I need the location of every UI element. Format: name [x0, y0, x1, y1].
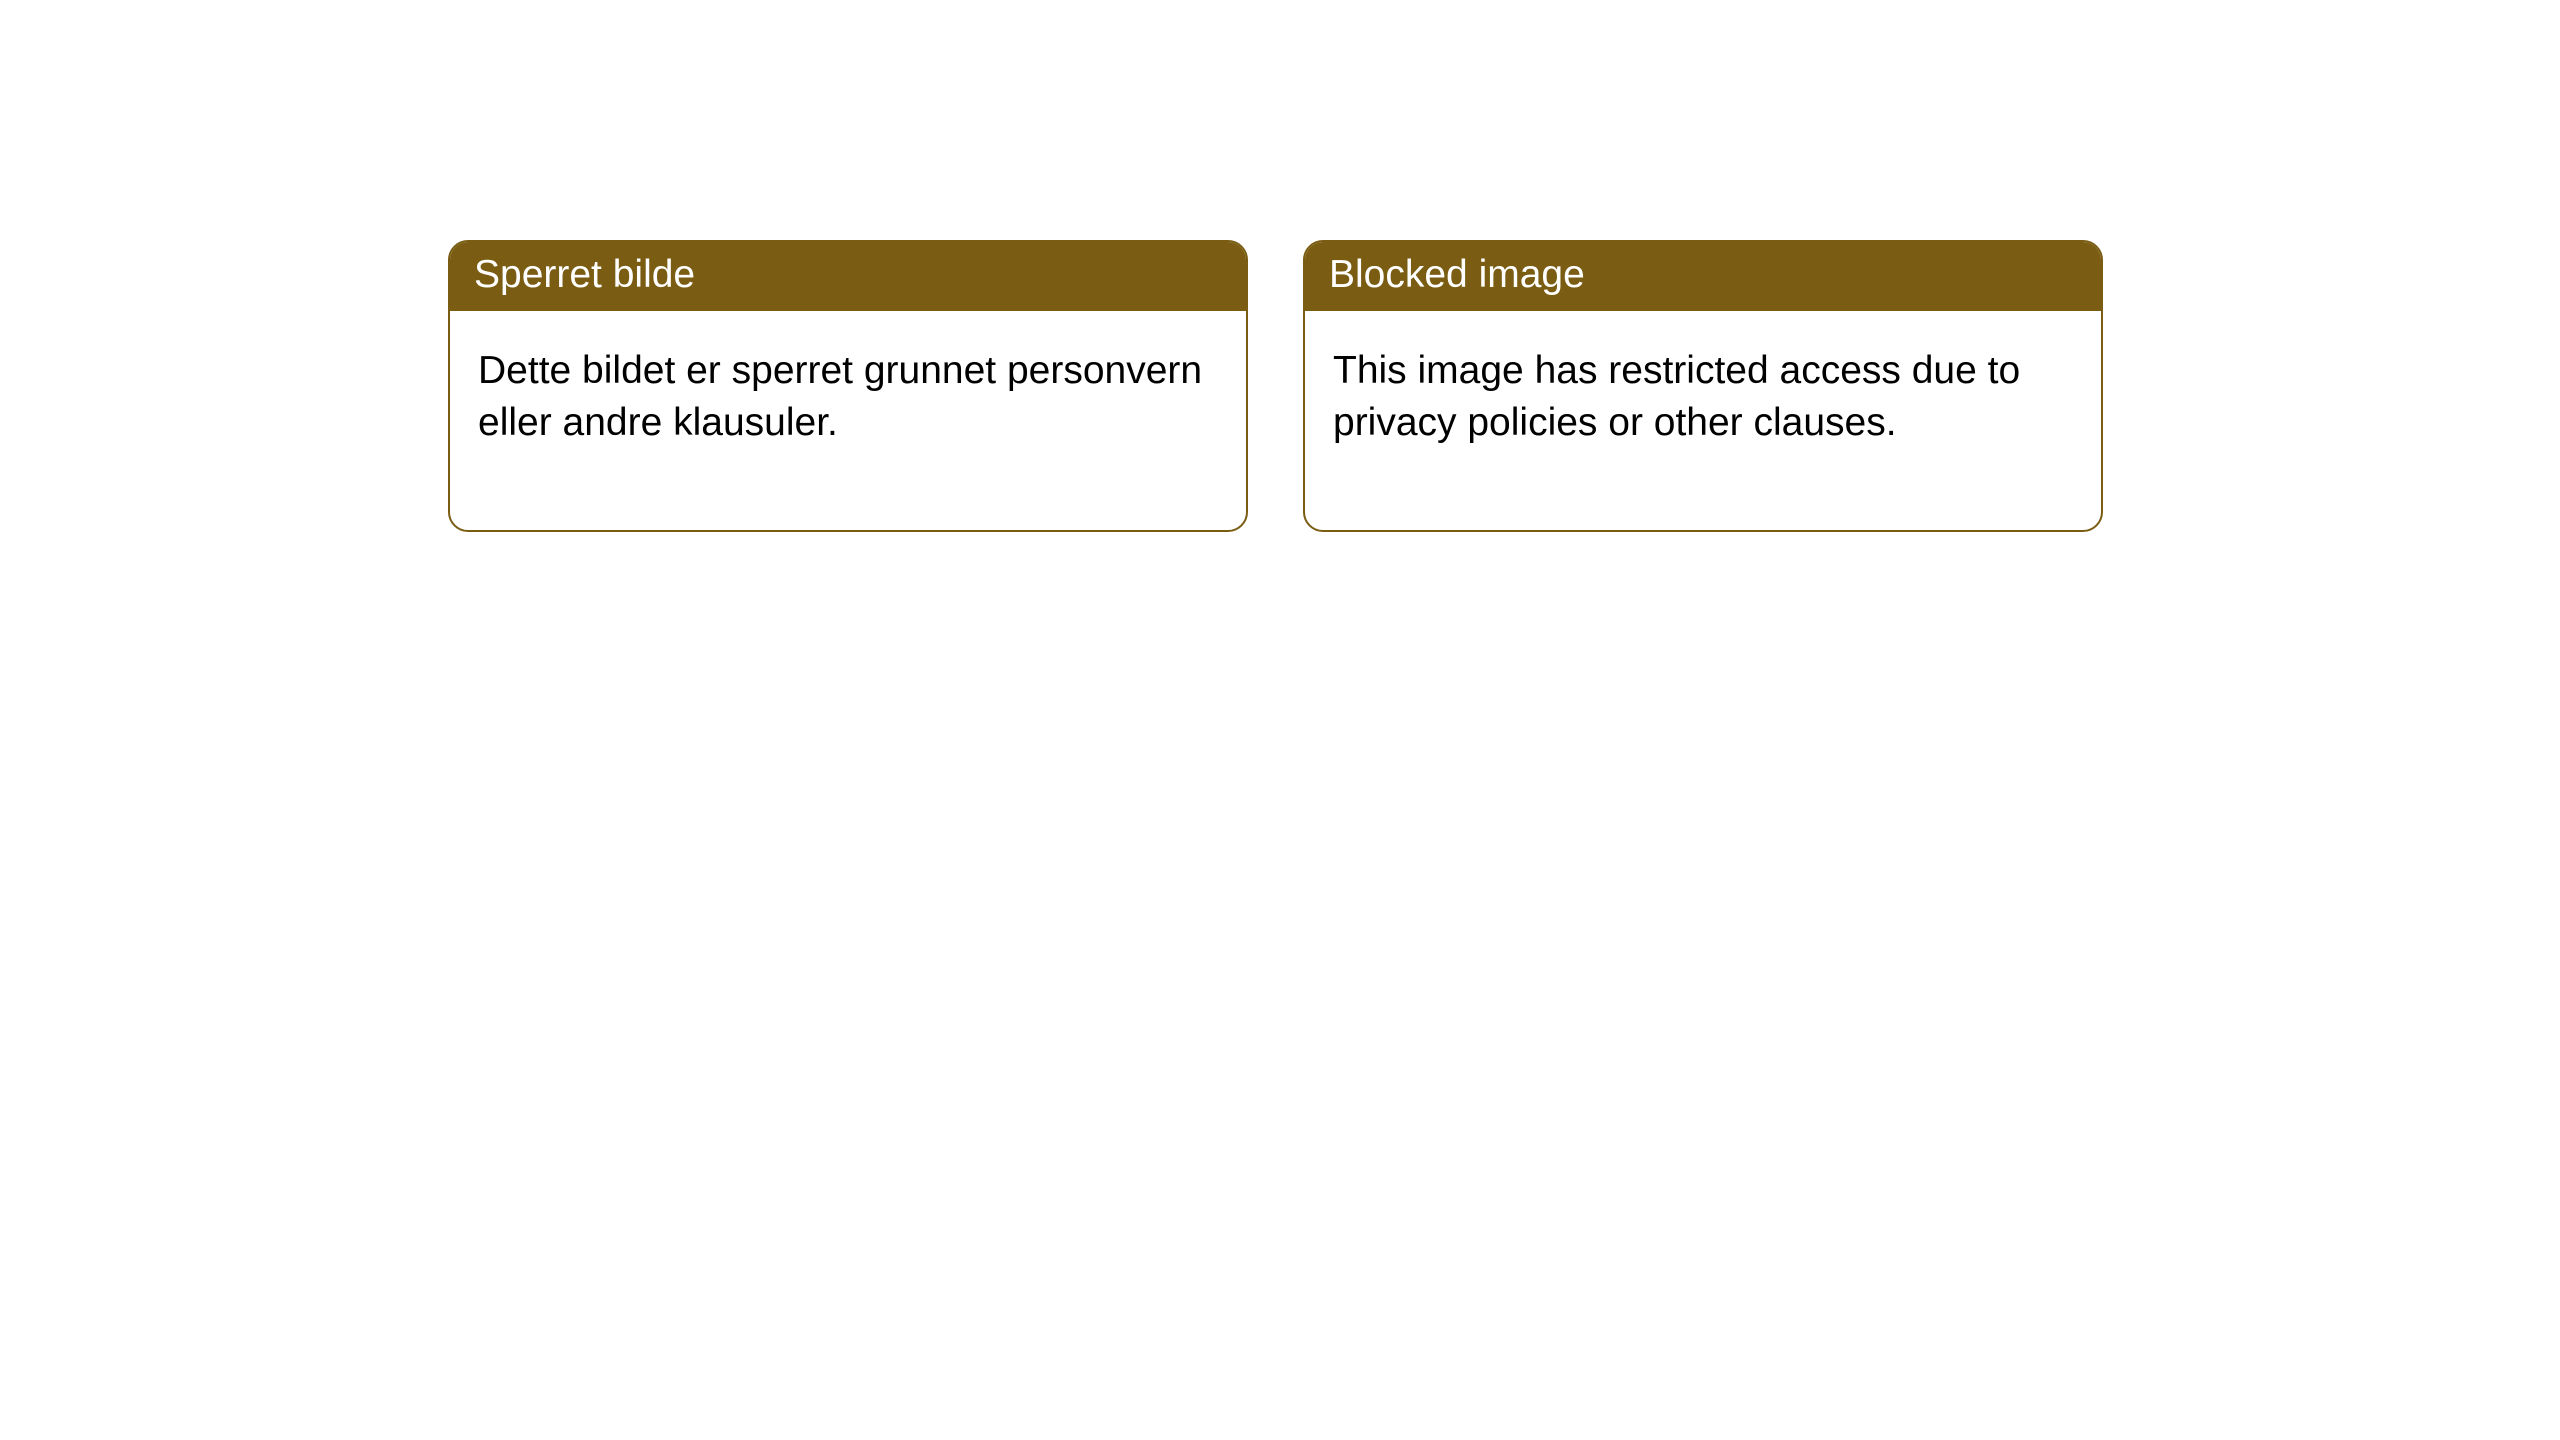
notice-card-norwegian: Sperret bilde Dette bildet er sperret gr…: [448, 240, 1248, 532]
notice-header: Sperret bilde: [450, 242, 1246, 311]
notice-header: Blocked image: [1305, 242, 2101, 311]
notice-container: Sperret bilde Dette bildet er sperret gr…: [0, 0, 2560, 532]
notice-body: Dette bildet er sperret grunnet personve…: [450, 311, 1246, 530]
notice-body: This image has restricted access due to …: [1305, 311, 2101, 530]
notice-card-english: Blocked image This image has restricted …: [1303, 240, 2103, 532]
